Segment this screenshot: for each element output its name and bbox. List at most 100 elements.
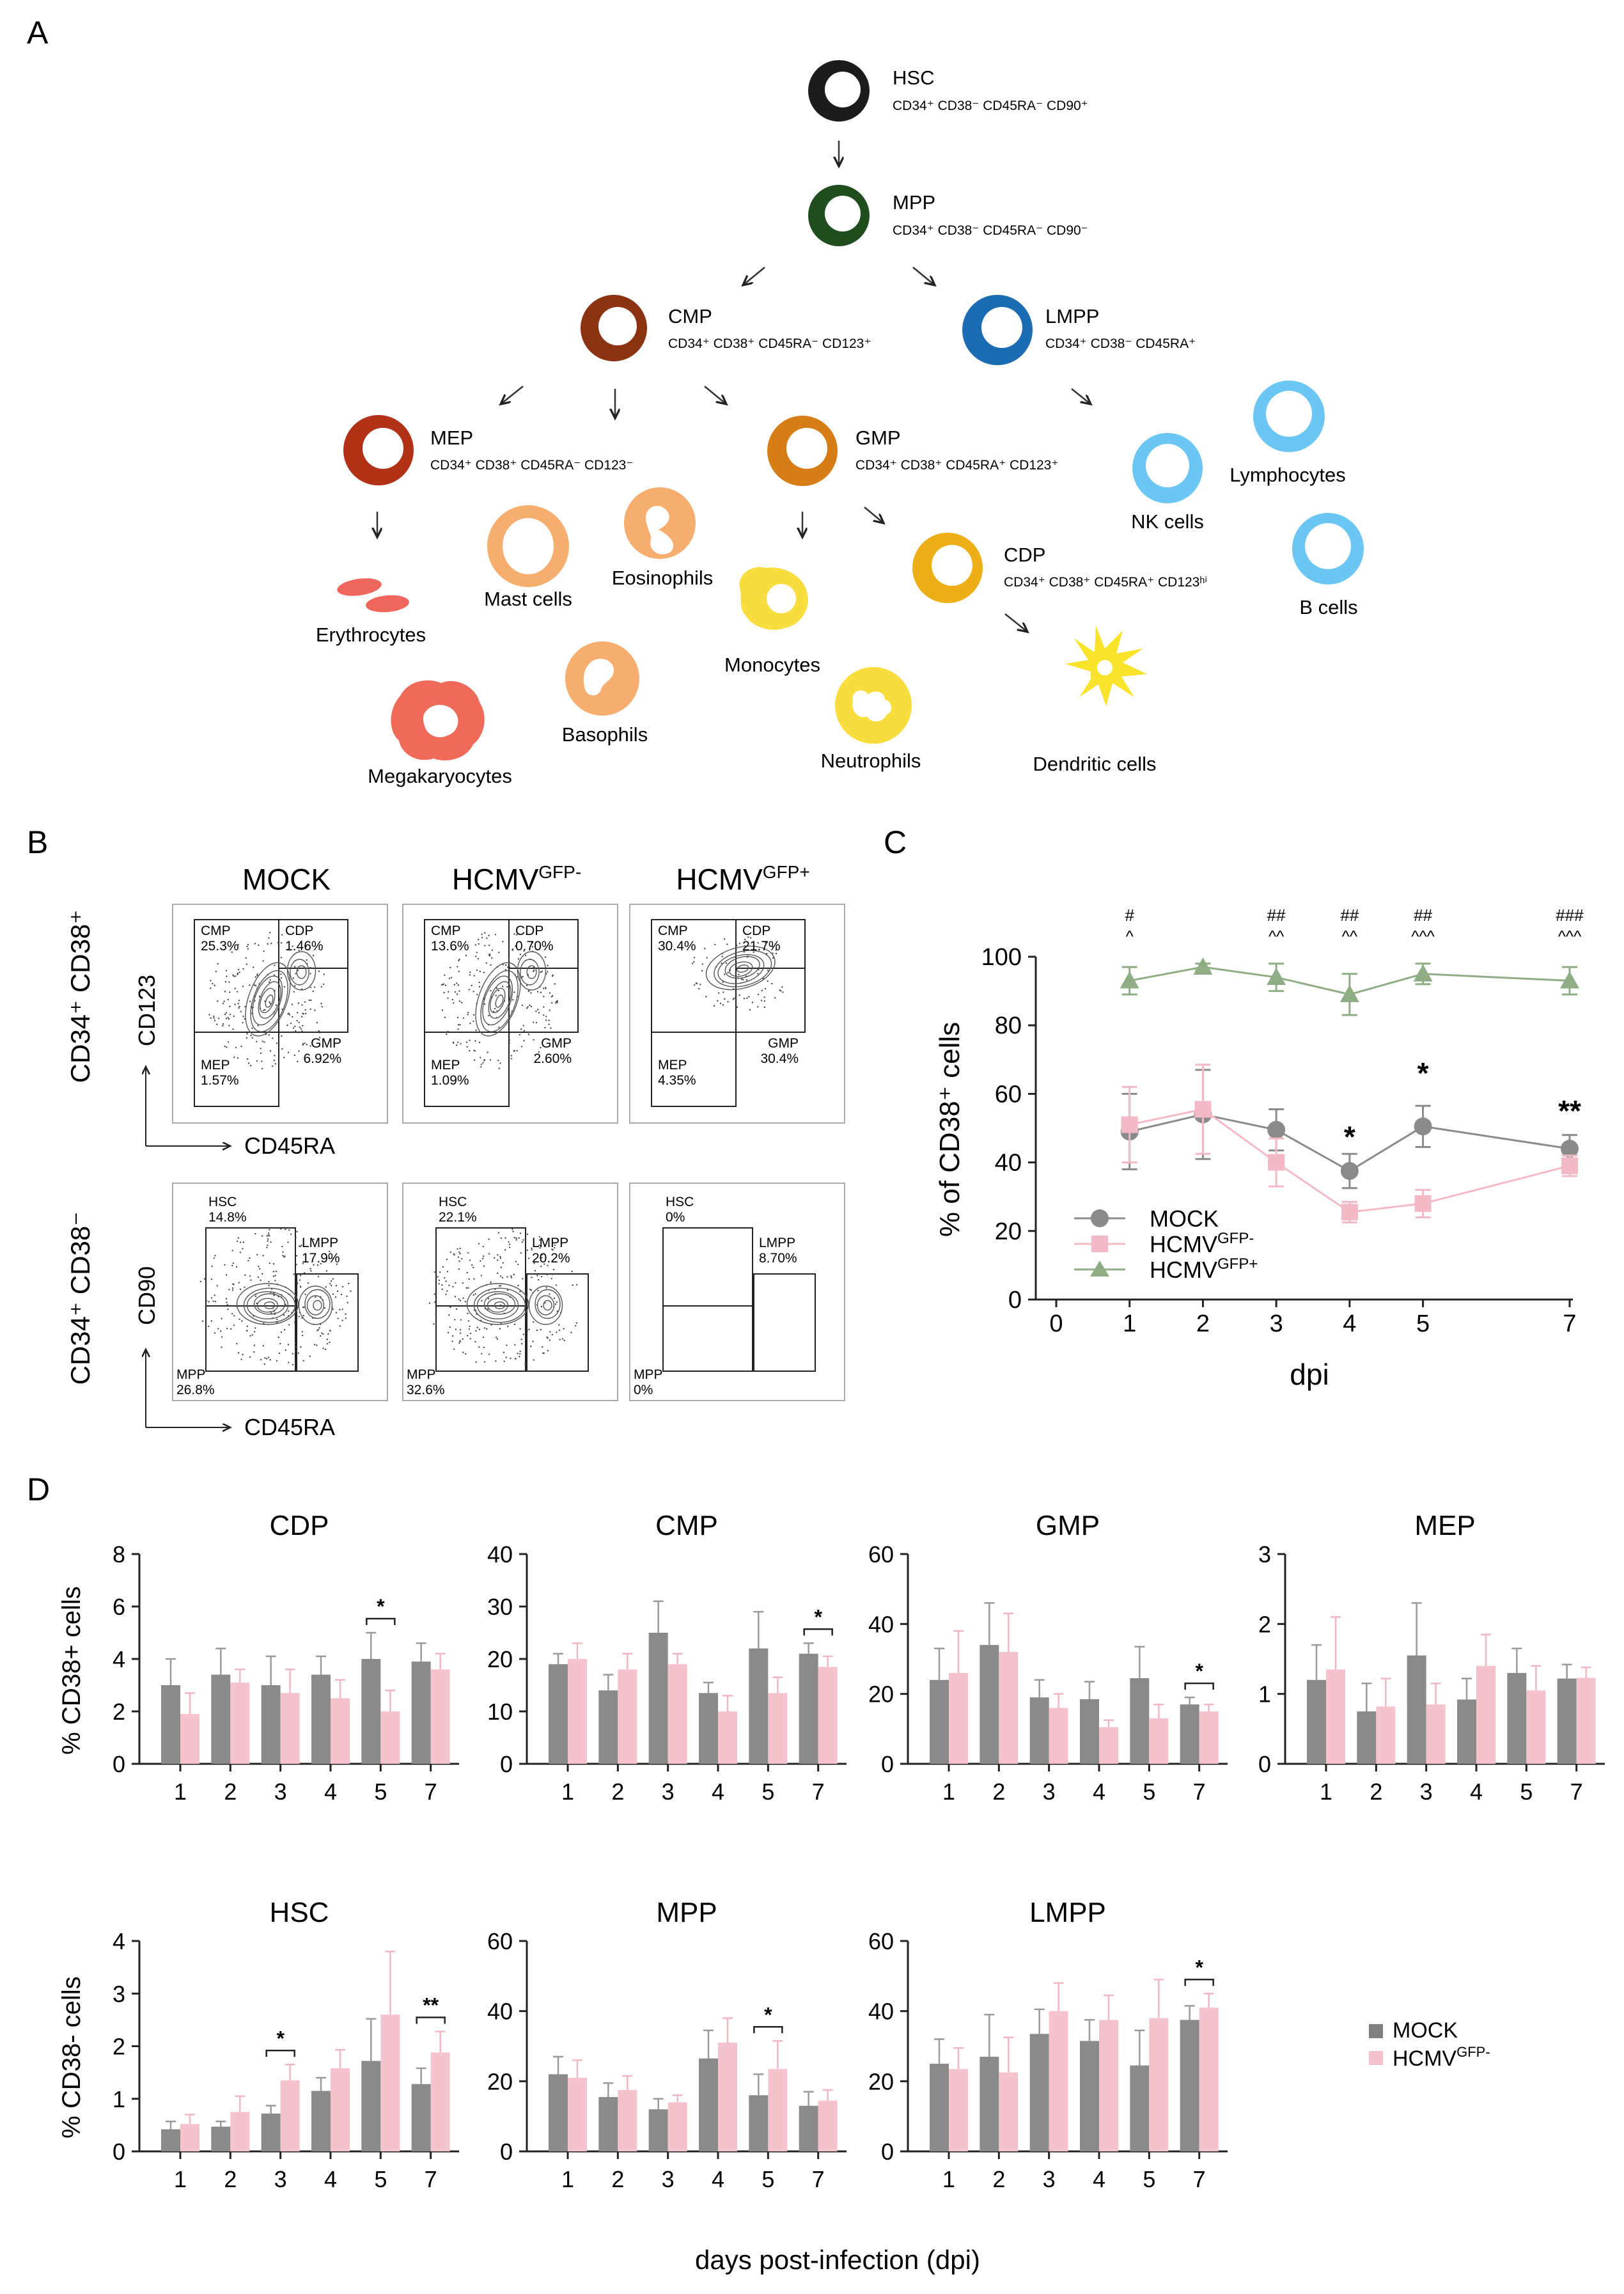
event-dot [453, 1348, 455, 1350]
dendritic-label: Dendritic cells [1033, 753, 1157, 775]
event-dot [302, 1262, 304, 1264]
event-dot [238, 1318, 240, 1320]
c-hash-annotation: ### [1556, 906, 1584, 925]
bar-mock [930, 2063, 949, 2151]
event-dot [262, 1067, 263, 1070]
event-dot [347, 1282, 350, 1285]
legend-swatch-hcmv [1369, 2051, 1383, 2065]
event-dot [231, 1312, 233, 1315]
event-dot [518, 1237, 520, 1239]
bar-x-tick-label: 5 [374, 2166, 387, 2192]
event-dot [782, 991, 784, 993]
gate-value-gmp: 30.4% [760, 1051, 799, 1066]
event-dot [269, 1001, 270, 1003]
gate-label-cdp: CDP [515, 923, 543, 938]
event-dot [480, 1064, 482, 1065]
event-dot [273, 1059, 276, 1062]
event-dot [253, 1331, 256, 1333]
event-dot [448, 1284, 450, 1286]
event-dot [293, 1321, 296, 1323]
event-dot [290, 1022, 292, 1025]
event-dot [510, 1277, 513, 1279]
event-dot [210, 1297, 213, 1299]
event-dot [290, 1233, 292, 1235]
bar-hcmv [949, 1672, 968, 1764]
bar-hcmv [1199, 2007, 1219, 2151]
erythrocytes-label: Erythrocytes [316, 624, 426, 646]
event-dot [322, 1347, 324, 1349]
event-dot [299, 1245, 301, 1248]
bar-chart-title: LMPP [1029, 1897, 1106, 1928]
event-dot [238, 1000, 240, 1002]
bar-chart-title: GMP [1036, 1510, 1100, 1541]
bar-hcmv [818, 2100, 838, 2151]
event-dot [484, 945, 486, 947]
bar-y-tick-label: 8 [113, 1541, 125, 1567]
event-dot [283, 1057, 285, 1058]
c-caret-annotation: ^^^ [1558, 927, 1582, 946]
event-dot [450, 977, 453, 978]
event-dot [531, 946, 533, 948]
event-dot [287, 1051, 290, 1053]
event-dot [293, 1296, 296, 1299]
event-dot [244, 1018, 246, 1020]
event-dot [521, 1241, 524, 1243]
bar-y-tick-label: 0 [881, 2139, 894, 2165]
panel-letter-d: D [27, 1472, 50, 1507]
event-dot [228, 1289, 230, 1291]
event-dot [541, 1253, 543, 1255]
event-dot [740, 978, 743, 980]
event-dot [714, 943, 716, 946]
event-dot [488, 1253, 490, 1255]
contour-line [535, 1289, 561, 1319]
event-dot [521, 1342, 523, 1345]
event-dot [250, 1034, 252, 1037]
event-dot [335, 1312, 338, 1314]
event-dot [281, 934, 283, 936]
contour-line [482, 975, 513, 1026]
bar-hcmv [1149, 2018, 1169, 2151]
event-dot [548, 1019, 550, 1021]
event-dot [226, 975, 228, 977]
event-dot [217, 1017, 220, 1019]
event-dot [494, 1007, 496, 1010]
event-dot [545, 1019, 547, 1021]
event-dot [772, 957, 774, 959]
event-dot [469, 1039, 471, 1041]
bar-chart-gmp: GMP 0 20 40 60 1 2 3 4 5 7 * [868, 1510, 1228, 1805]
contour-line [528, 1285, 563, 1325]
event-dot [294, 1342, 297, 1344]
event-dot [530, 1273, 533, 1275]
event-dot [316, 1021, 318, 1024]
event-dot [519, 1232, 522, 1234]
event-dot [529, 1031, 532, 1033]
event-dot [474, 1340, 476, 1343]
event-dot [247, 948, 249, 950]
event-dot [221, 1346, 223, 1348]
event-dot [451, 998, 454, 1001]
event-dot [240, 1046, 242, 1048]
event-dot [499, 1255, 501, 1258]
bar-mock [1507, 1672, 1527, 1764]
event-dot [457, 1024, 460, 1026]
event-dot [458, 958, 460, 961]
bar-chart-title: CMP [655, 1510, 718, 1541]
event-dot [484, 932, 486, 934]
gate-label-lmpp: LMPP [532, 1236, 568, 1250]
event-dot [329, 1330, 331, 1332]
event-dot [465, 1041, 468, 1043]
legend-swatch-mock [1369, 2024, 1383, 2038]
event-dot [733, 997, 735, 1000]
event-dot [475, 1029, 477, 1032]
bar-mock [411, 1662, 431, 1764]
c-x-tick-label: 1 [1123, 1310, 1136, 1337]
event-dot [465, 954, 467, 957]
contour-line [252, 975, 283, 1026]
event-dot [746, 997, 748, 1000]
event-dot [743, 997, 746, 1000]
event-dot [738, 973, 740, 975]
event-dot [526, 1007, 528, 1009]
gate-value-gmp: 6.92% [303, 1051, 341, 1066]
event-dot [277, 1336, 279, 1339]
event-dot [292, 1353, 293, 1355]
